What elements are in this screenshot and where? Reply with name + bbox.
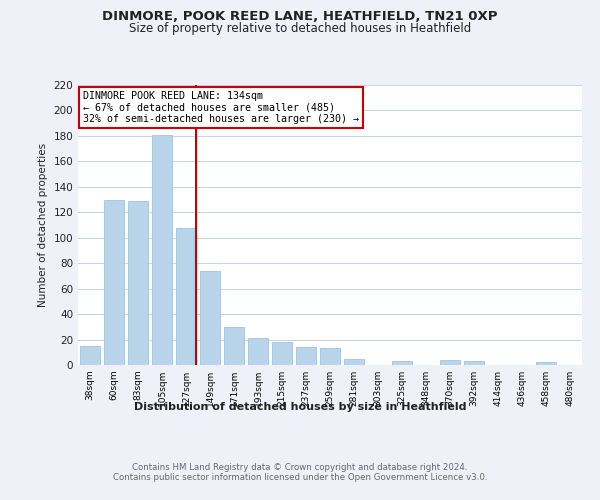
Bar	[344, 358, 364, 365]
Text: Contains HM Land Registry data © Crown copyright and database right 2024.: Contains HM Land Registry data © Crown c…	[132, 462, 468, 471]
Bar	[200, 271, 220, 365]
Bar	[248, 338, 268, 365]
Bar	[296, 347, 316, 365]
Text: Contains public sector information licensed under the Open Government Licence v3: Contains public sector information licen…	[113, 472, 487, 482]
Text: DINMORE, POOK REED LANE, HEATHFIELD, TN21 0XP: DINMORE, POOK REED LANE, HEATHFIELD, TN2…	[102, 10, 498, 23]
Bar	[128, 201, 148, 365]
Bar	[104, 200, 124, 365]
Text: Distribution of detached houses by size in Heathfield: Distribution of detached houses by size …	[134, 402, 466, 412]
Text: Size of property relative to detached houses in Heathfield: Size of property relative to detached ho…	[129, 22, 471, 35]
Bar	[440, 360, 460, 365]
Text: DINMORE POOK REED LANE: 134sqm
← 67% of detached houses are smaller (485)
32% of: DINMORE POOK REED LANE: 134sqm ← 67% of …	[83, 90, 359, 124]
Bar	[80, 346, 100, 365]
Bar	[224, 327, 244, 365]
Bar	[272, 342, 292, 365]
Bar	[152, 134, 172, 365]
Bar	[176, 228, 196, 365]
Bar	[464, 361, 484, 365]
Y-axis label: Number of detached properties: Number of detached properties	[38, 143, 48, 307]
Bar	[320, 348, 340, 365]
Bar	[392, 361, 412, 365]
Bar	[536, 362, 556, 365]
